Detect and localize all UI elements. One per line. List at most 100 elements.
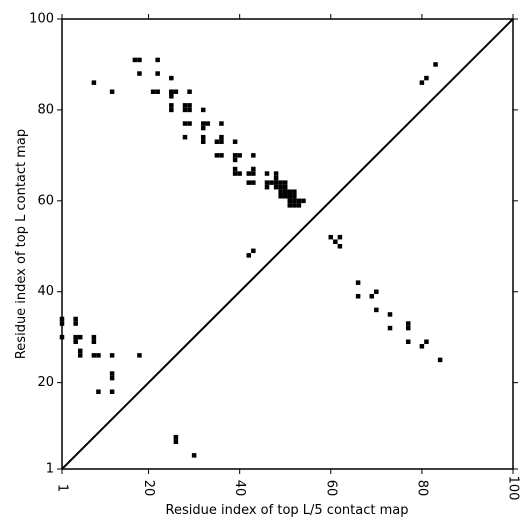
contact-point-top-l	[278, 189, 283, 194]
contact-point-top-l5	[405, 325, 411, 331]
contact-point-top-l	[251, 166, 256, 172]
contact-point-top-l	[155, 71, 160, 76]
contact-point-top-l5	[73, 316, 78, 322]
contact-point-top-l5	[387, 312, 393, 317]
contact-point-top-l	[251, 248, 256, 254]
contact-point-top-l5	[337, 244, 343, 249]
contact-point-top-l	[137, 71, 142, 76]
contact-point-top-l	[269, 180, 274, 185]
contact-point-top-l5	[96, 353, 101, 358]
y-axis-label: Residue index of top L contact map	[14, 129, 29, 359]
contact-point-top-l	[182, 107, 188, 113]
contact-point-top-l	[433, 62, 438, 67]
y-tick-label: 100	[29, 12, 54, 27]
contact-point-top-l5	[437, 357, 443, 363]
contact-point-top-l	[132, 57, 138, 63]
contact-point-top-l	[287, 198, 293, 204]
contact-point-top-l	[296, 203, 302, 208]
contact-point-top-l	[296, 198, 302, 204]
contact-point-top-l	[282, 189, 288, 194]
contact-point-top-l5	[387, 325, 393, 331]
contact-point-top-l5	[109, 375, 115, 381]
contact-point-top-l	[237, 171, 242, 176]
contact-point-top-l5	[77, 353, 83, 358]
x-tick-label: 20	[141, 480, 156, 497]
contact-point-top-l	[182, 134, 188, 140]
contact-point-top-l5	[73, 321, 78, 326]
contact-point-top-l	[173, 89, 179, 94]
contact-point-top-l5	[355, 280, 361, 285]
contact-point-top-l5	[374, 307, 379, 313]
contact-point-top-l5	[369, 294, 375, 299]
contact-point-top-l	[246, 253, 252, 258]
contact-point-top-l5	[96, 389, 101, 394]
contact-point-top-l5	[109, 353, 115, 358]
contact-point-top-l5	[91, 339, 97, 344]
contact-point-top-l	[424, 75, 429, 81]
contact-point-top-l	[91, 80, 97, 85]
contact-point-top-l	[169, 75, 174, 81]
contact-point-top-l	[200, 107, 206, 113]
x-tick-label: 60	[323, 480, 338, 497]
contact-point-top-l	[278, 180, 283, 185]
contact-point-top-l	[187, 121, 192, 126]
contact-point-top-l5	[337, 234, 343, 240]
contact-point-top-l5	[355, 294, 361, 299]
contact-point-top-l5	[333, 239, 338, 244]
contact-point-top-l5	[91, 334, 97, 340]
contact-point-top-l	[137, 57, 142, 63]
contact-point-top-l	[282, 180, 288, 185]
x-tick-label: 80	[414, 480, 429, 497]
contact-point-top-l5	[91, 353, 97, 358]
contact-point-top-l	[214, 139, 220, 144]
contact-point-top-l	[232, 139, 238, 144]
contact-point-top-l	[219, 121, 224, 126]
contact-point-top-l	[264, 184, 270, 190]
contact-point-top-l	[219, 134, 224, 140]
y-tick-label: 1	[46, 462, 54, 477]
contact-point-top-l	[232, 166, 238, 172]
contact-point-top-l	[273, 171, 279, 176]
y-tick-label: 80	[37, 102, 54, 117]
contact-point-top-l	[292, 189, 297, 194]
plot-frame	[61, 18, 514, 470]
contact-point-top-l	[200, 121, 206, 126]
contact-point-top-l	[292, 203, 297, 208]
y-tick-label: 20	[37, 375, 54, 390]
contact-point-top-l	[169, 103, 174, 108]
contact-point-top-l5	[419, 344, 425, 349]
contact-point-top-l	[246, 180, 252, 185]
contact-point-top-l	[251, 171, 256, 176]
contact-point-top-l	[251, 153, 256, 158]
contact-point-top-l	[278, 194, 283, 199]
contact-point-top-l5	[77, 348, 83, 354]
contact-point-top-l	[264, 171, 270, 176]
contact-point-top-l	[246, 171, 252, 176]
contact-point-top-l	[287, 203, 293, 208]
contact-point-top-l5	[77, 334, 83, 340]
contact-point-top-l5	[109, 389, 115, 394]
contact-point-top-l	[219, 139, 224, 144]
contact-point-top-l	[273, 180, 279, 185]
y-tick-label: 40	[37, 284, 54, 299]
contact-point-top-l5	[73, 334, 78, 340]
contact-point-top-l	[187, 107, 192, 113]
contact-point-top-l	[205, 121, 211, 126]
contact-point-top-l	[237, 153, 242, 158]
contact-point-top-l5	[191, 453, 197, 458]
contact-point-top-l	[278, 184, 283, 190]
x-tick-label: 40	[232, 480, 247, 497]
contact-point-top-l5	[173, 434, 179, 440]
contact-point-top-l	[200, 134, 206, 140]
contact-point-top-l5	[328, 234, 334, 240]
data-points	[59, 57, 443, 458]
contact-point-top-l	[232, 157, 238, 163]
x-axis-label: Residue index of top L/5 contact map	[166, 503, 409, 518]
contact-point-top-l5	[173, 439, 179, 444]
contact-point-top-l	[155, 57, 160, 63]
contact-point-top-l5	[424, 339, 429, 344]
contact-point-top-l	[182, 121, 188, 126]
contact-point-top-l	[292, 198, 297, 204]
